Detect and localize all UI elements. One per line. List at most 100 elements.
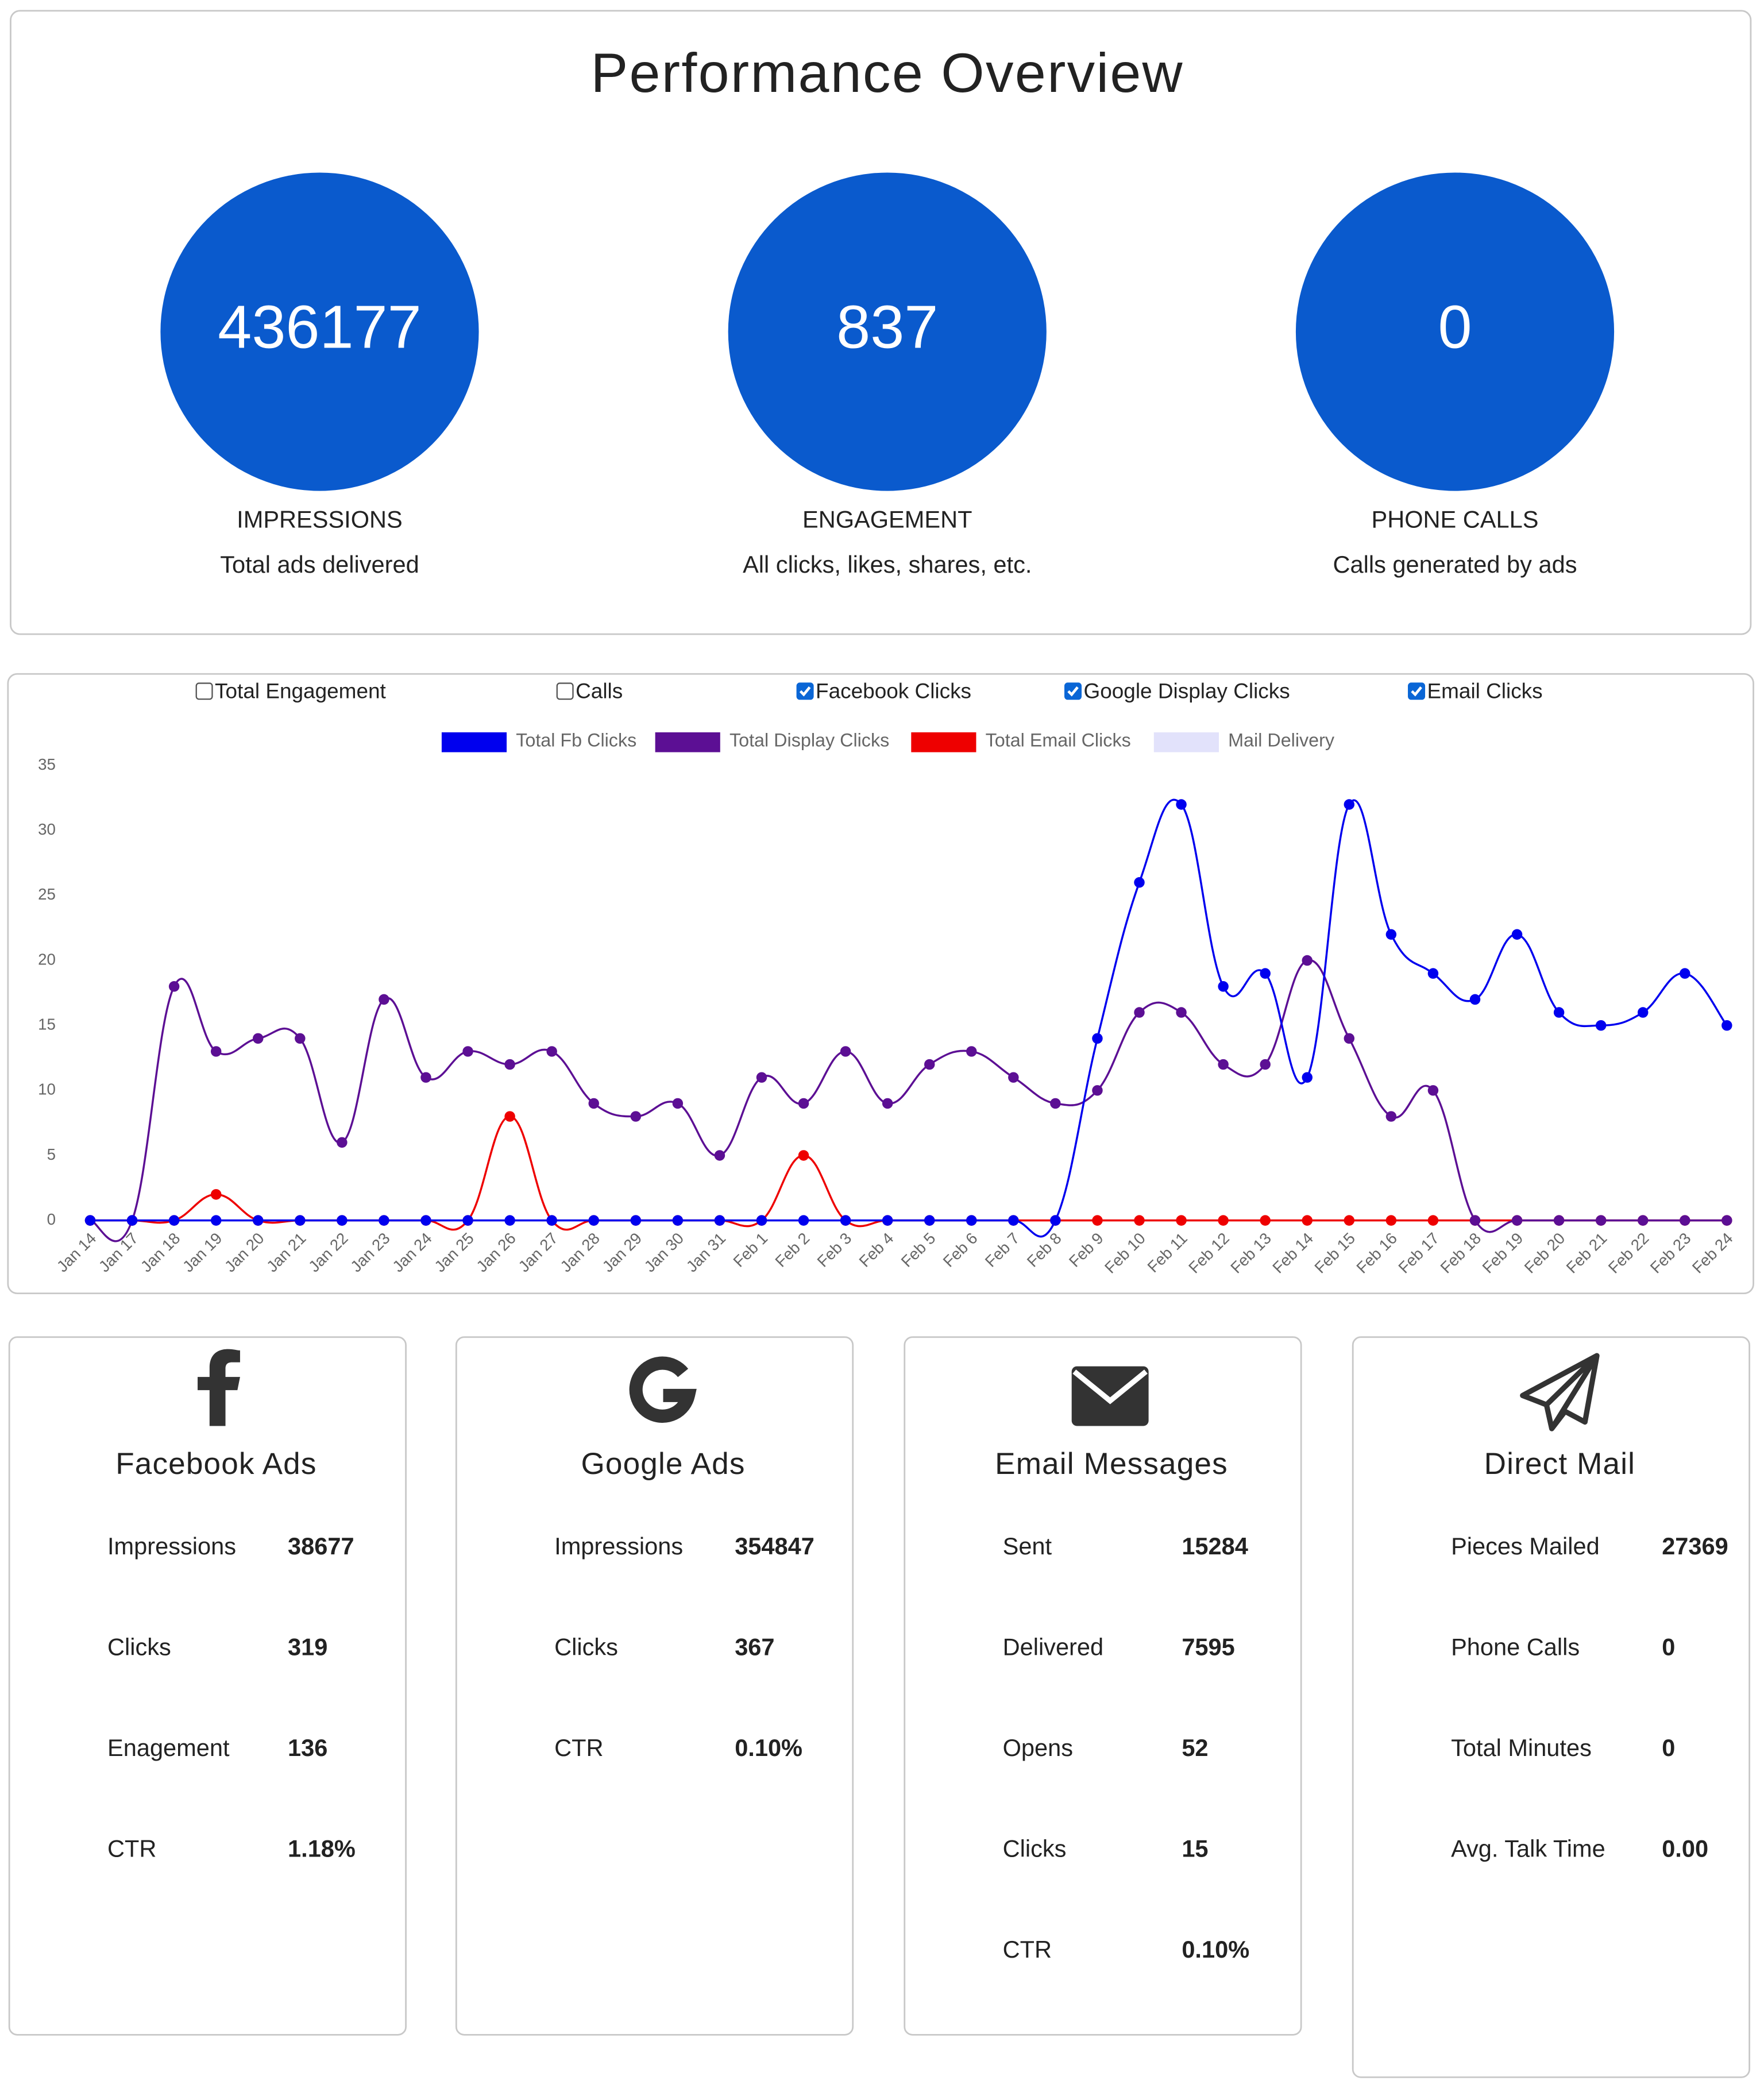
data-point	[1134, 1007, 1145, 1018]
data-point	[840, 1215, 851, 1226]
envelope-flap	[1072, 1369, 1148, 1404]
metric-label: ENGAGEMENT	[802, 506, 972, 533]
legend-swatch	[1153, 732, 1219, 752]
filter-label[interactable]: Total Engagement	[215, 679, 386, 703]
google-icon	[629, 1356, 697, 1423]
stat-card	[455, 1336, 854, 2036]
data-point	[210, 1189, 222, 1200]
stat-card	[8, 1336, 407, 2036]
data-point	[1176, 799, 1187, 810]
data-point	[966, 1046, 977, 1057]
data-point	[672, 1098, 684, 1109]
data-point	[1344, 799, 1355, 810]
filter-checkbox[interactable]: Total Engagement	[195, 679, 386, 703]
checkmark[interactable]	[799, 686, 811, 697]
y-tick-label: 25	[38, 885, 56, 903]
metric-circle	[160, 172, 479, 491]
data-point	[379, 994, 389, 1005]
data-point	[1680, 1215, 1690, 1226]
row-label: Impressions	[554, 1533, 683, 1560]
data-point	[504, 1215, 515, 1226]
row-label: Avg. Talk Time	[1451, 1835, 1605, 1862]
data-point	[630, 1111, 642, 1122]
data-point	[1427, 1085, 1439, 1096]
data-point	[379, 1215, 389, 1226]
row-label: Sent	[1003, 1533, 1052, 1560]
data-point	[714, 1215, 725, 1226]
data-point	[1008, 1215, 1019, 1226]
data-point	[1050, 1215, 1061, 1226]
data-point	[504, 1059, 515, 1070]
data-point	[462, 1046, 473, 1057]
data-point	[1176, 1007, 1187, 1018]
data-point	[1092, 1033, 1103, 1044]
card-title: Facebook Ads	[115, 1447, 316, 1481]
filter-checkbox[interactable]: Facebook Clicks	[796, 679, 971, 703]
row-value: 0.10%	[1182, 1936, 1249, 1963]
row-value: 0.00	[1662, 1835, 1708, 1862]
data-point	[1553, 1007, 1565, 1018]
data-point	[1469, 994, 1481, 1005]
row-value: 38677	[288, 1533, 354, 1560]
checkbox[interactable]	[556, 682, 574, 700]
filter-checkbox[interactable]: Calls	[556, 679, 623, 703]
y-tick-label: 15	[38, 1015, 56, 1033]
y-tick-label: 30	[38, 820, 56, 838]
data-point	[1385, 1111, 1397, 1122]
data-point	[588, 1215, 599, 1226]
row-value: 7595	[1182, 1633, 1234, 1660]
data-point	[1721, 1020, 1732, 1031]
data-point	[1427, 968, 1439, 979]
overview-title: Performance Overview	[591, 41, 1184, 104]
data-point	[1721, 1215, 1732, 1226]
data-point	[337, 1215, 348, 1226]
legend-label: Total Email Clicks	[986, 730, 1131, 751]
data-point	[1385, 929, 1397, 940]
card-box	[8, 1336, 407, 2036]
legend-label: Total Display Clicks	[729, 730, 889, 751]
data-point	[546, 1215, 557, 1226]
checkmark[interactable]	[1411, 686, 1422, 697]
data-point	[714, 1150, 725, 1161]
facebook-icon	[198, 1349, 240, 1426]
checkbox[interactable]	[195, 682, 213, 700]
row-value: 367	[735, 1633, 774, 1660]
data-point	[1260, 968, 1271, 979]
data-point	[253, 1215, 264, 1226]
data-point	[588, 1098, 599, 1109]
data-point	[1218, 1215, 1229, 1226]
card-title: Direct Mail	[1484, 1447, 1635, 1481]
row-value: 52	[1182, 1734, 1208, 1761]
paper-plane	[1520, 1353, 1600, 1431]
checkmark[interactable]	[1067, 686, 1079, 697]
data-point	[1427, 1215, 1439, 1226]
data-point	[672, 1215, 684, 1226]
row-label: Pieces Mailed	[1451, 1533, 1600, 1560]
series-line	[90, 959, 1727, 1242]
y-tick-label: 0	[47, 1210, 56, 1228]
data-point	[882, 1215, 893, 1226]
filter-label[interactable]: Calls	[576, 679, 623, 703]
metric-circle	[728, 172, 1047, 491]
data-point	[546, 1046, 557, 1057]
card-box	[904, 1336, 1302, 2036]
filter-label[interactable]: Facebook Clicks	[816, 679, 971, 703]
data-point	[1595, 1020, 1607, 1031]
data-point	[1260, 1059, 1271, 1070]
metric-value: 0	[1438, 293, 1472, 361]
data-point	[1176, 1215, 1187, 1226]
data-point	[420, 1072, 431, 1083]
data-point	[756, 1215, 767, 1226]
data-point	[168, 981, 180, 992]
data-point	[1680, 968, 1690, 979]
row-value: 1.18%	[288, 1835, 356, 1862]
data-point	[1302, 955, 1313, 966]
data-point	[1050, 1098, 1061, 1109]
data-point	[882, 1098, 893, 1109]
filter-label[interactable]: Email Clicks	[1427, 679, 1543, 703]
filter-checkbox[interactable]: Email Clicks	[1408, 679, 1543, 703]
filter-label[interactable]: Google Display Clicks	[1083, 679, 1290, 703]
filter-checkbox[interactable]: Google Display Clicks	[1064, 679, 1290, 703]
stat-card	[1352, 1336, 1750, 2078]
data-point	[337, 1137, 348, 1148]
